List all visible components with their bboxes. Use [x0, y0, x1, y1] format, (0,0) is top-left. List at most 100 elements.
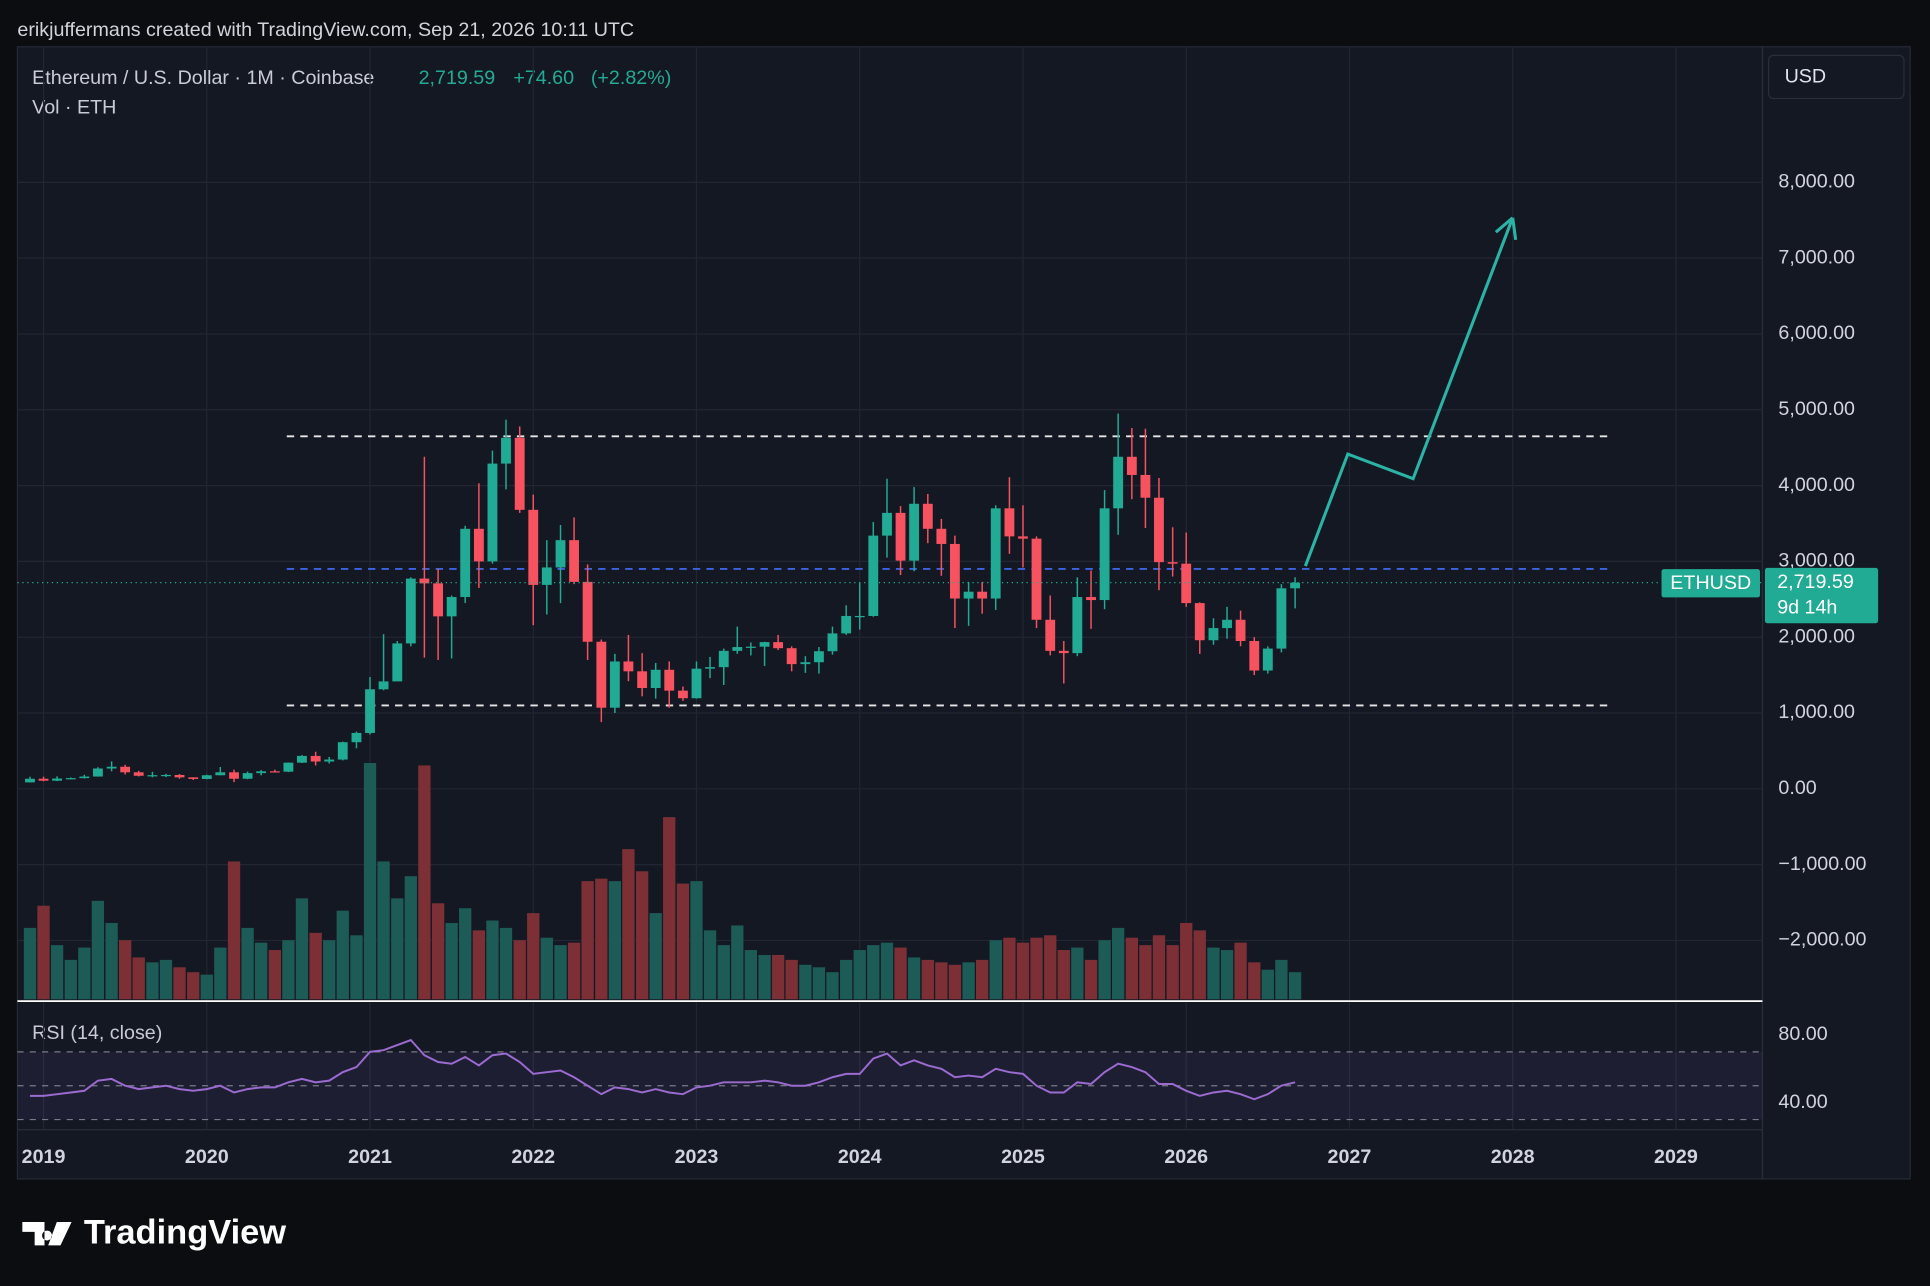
- rsi-line: [29, 1038, 1296, 1101]
- volume-bar: [1003, 937, 1016, 1000]
- candle-body: [868, 535, 879, 616]
- candle-body: [596, 641, 607, 708]
- candle-body: [582, 581, 593, 642]
- candle-body: [1208, 628, 1219, 641]
- candle-body: [1181, 563, 1192, 604]
- x-tick-label: 2019: [22, 1146, 66, 1168]
- x-tick-label: 2023: [675, 1146, 719, 1168]
- candle-body: [310, 755, 321, 762]
- volume-bar: [227, 861, 241, 1000]
- volume-bar: [309, 932, 322, 1000]
- volume-bar: [608, 881, 622, 1000]
- countdown: 9d 14h: [1777, 597, 1837, 619]
- candle-body: [949, 543, 960, 599]
- volume-bar: [771, 954, 785, 1000]
- volume-bar: [254, 942, 268, 1000]
- candle-body: [283, 762, 294, 772]
- volume-bar: [404, 876, 417, 1000]
- candle-body: [963, 591, 974, 599]
- candle-body: [759, 642, 770, 647]
- candle-body: [1262, 648, 1273, 671]
- volume-bar: [962, 962, 975, 1000]
- candle-body: [1290, 582, 1301, 589]
- volume-bar: [907, 957, 921, 1000]
- candle-body: [732, 647, 743, 651]
- volume-bar: [567, 942, 581, 1000]
- candle-body: [201, 775, 212, 779]
- candle-body: [1086, 597, 1096, 601]
- candle-body: [419, 578, 430, 584]
- volume-bar: [717, 945, 730, 1000]
- candle-body: [664, 669, 675, 691]
- volume-bar: [527, 913, 540, 1000]
- volume-bar: [1139, 945, 1152, 1000]
- volume-bar: [214, 947, 227, 1000]
- candle-body: [1072, 597, 1083, 654]
- volume-bar: [187, 972, 200, 1000]
- candle-body: [106, 766, 117, 769]
- volume-bar: [513, 940, 526, 1000]
- currency[interactable]: USD: [1785, 66, 1827, 88]
- candle-body: [473, 528, 484, 562]
- volume-bar: [635, 871, 649, 1000]
- y-tick-label: 5,000.00: [1778, 398, 1855, 420]
- volume-bar: [132, 957, 145, 1000]
- candle-body: [324, 759, 335, 762]
- volume-bar: [119, 940, 132, 1000]
- candle-body: [922, 503, 933, 529]
- volume-bar: [880, 942, 894, 1000]
- candle-body: [1222, 619, 1232, 629]
- volume-bar: [989, 940, 1002, 1000]
- volume-bar: [295, 898, 309, 1000]
- candle-body: [705, 667, 715, 669]
- volume-bar: [1016, 942, 1030, 1000]
- candle-body: [38, 778, 49, 781]
- candle-body: [501, 437, 511, 464]
- currency-button[interactable]: [1767, 54, 1905, 100]
- volume-bar: [1044, 935, 1057, 1000]
- volume-bar: [173, 967, 186, 1000]
- volume-bar: [200, 974, 213, 1000]
- volume-bar: [894, 947, 907, 1000]
- volume-bar: [676, 883, 690, 1000]
- change-pct: (+2.82%): [591, 67, 671, 89]
- volume-bar: [363, 762, 377, 1000]
- candle-body: [514, 437, 525, 510]
- volume-bar: [853, 950, 866, 1000]
- volume-bar: [1084, 959, 1098, 1000]
- candle-body: [79, 776, 90, 779]
- volume-bar: [323, 940, 336, 1000]
- y-tick-label: 8,000.00: [1778, 171, 1855, 193]
- candle-body: [650, 669, 661, 688]
- volume-bar: [472, 930, 486, 1000]
- volume-bar: [1152, 935, 1166, 1000]
- candle-body: [297, 755, 307, 763]
- volume-bar: [1220, 950, 1234, 1000]
- volume-bar: [1125, 937, 1139, 1000]
- last-price: 2,719.59: [419, 67, 496, 89]
- candle-body: [269, 771, 280, 773]
- candle-body: [215, 772, 226, 776]
- candle-body: [854, 615, 865, 618]
- candle-body: [718, 650, 729, 668]
- candle-body: [65, 778, 76, 780]
- volume-bar: [758, 954, 771, 1000]
- x-tick-label: 2027: [1328, 1146, 1372, 1168]
- volume-bar: [91, 900, 105, 1000]
- volume-bar: [785, 959, 798, 1000]
- volume-bar: [486, 920, 499, 1000]
- x-tick-label: 2029: [1654, 1146, 1698, 1168]
- price-tag: [1764, 567, 1879, 624]
- volume-bar: [1288, 972, 1302, 1000]
- credit: erikjuffermans created with TradingView.…: [17, 19, 634, 41]
- y-tick-label: −2,000.00: [1778, 929, 1866, 951]
- candle-body: [1004, 508, 1015, 537]
- volume-bar: [445, 922, 458, 1000]
- volume-bar: [581, 881, 594, 1000]
- candle-body: [1099, 508, 1110, 601]
- candle-body: [229, 772, 239, 779]
- volume-bar: [976, 959, 989, 1000]
- volume-bar: [690, 881, 703, 1000]
